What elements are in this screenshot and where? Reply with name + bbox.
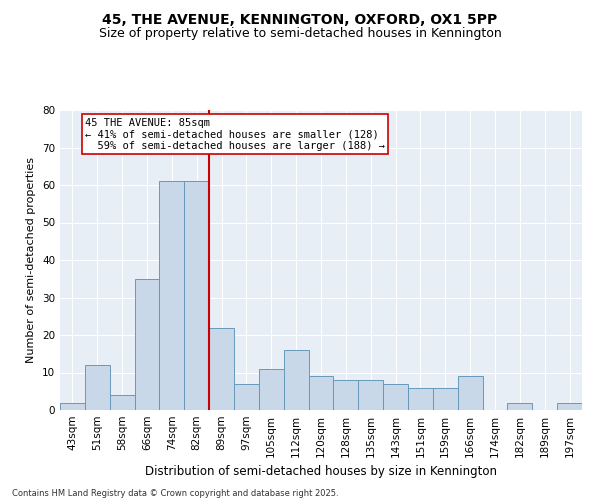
X-axis label: Distribution of semi-detached houses by size in Kennington: Distribution of semi-detached houses by … [145,466,497,478]
Bar [358,380,383,410]
Text: Size of property relative to semi-detached houses in Kennington: Size of property relative to semi-detach… [98,28,502,40]
Bar [184,181,209,410]
Bar [209,328,234,410]
Bar [134,279,160,410]
Bar [308,376,334,410]
Bar [334,380,358,410]
Bar [60,402,85,410]
Bar [284,350,308,410]
Text: 45 THE AVENUE: 85sqm
← 41% of semi-detached houses are smaller (128)
  59% of se: 45 THE AVENUE: 85sqm ← 41% of semi-detac… [85,118,385,150]
Bar [234,384,259,410]
Bar [160,181,184,410]
Bar [508,402,532,410]
Y-axis label: Number of semi-detached properties: Number of semi-detached properties [26,157,37,363]
Bar [259,369,284,410]
Bar [557,402,582,410]
Bar [408,388,433,410]
Bar [85,365,110,410]
Bar [433,388,458,410]
Text: 45, THE AVENUE, KENNINGTON, OXFORD, OX1 5PP: 45, THE AVENUE, KENNINGTON, OXFORD, OX1 … [103,12,497,26]
Text: Contains HM Land Registry data © Crown copyright and database right 2025.: Contains HM Land Registry data © Crown c… [12,488,338,498]
Bar [383,384,408,410]
Bar [458,376,482,410]
Bar [110,395,134,410]
